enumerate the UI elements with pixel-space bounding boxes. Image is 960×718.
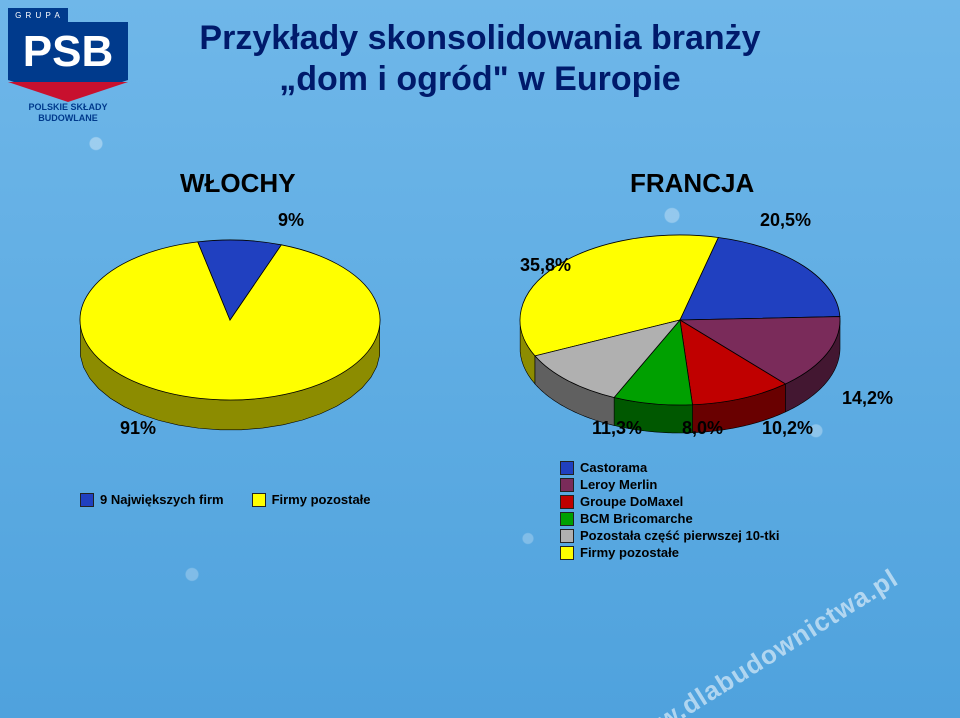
legend-swatch	[560, 529, 574, 543]
legend-swatch	[252, 493, 266, 507]
slice-label: 9%	[278, 210, 304, 231]
legend-label: Groupe DoMaxel	[580, 494, 683, 509]
legend-label: Leroy Merlin	[580, 477, 657, 492]
slice-label: 35,8%	[520, 255, 571, 276]
slice-label: 10,2%	[762, 418, 813, 439]
legend-item: Leroy Merlin	[560, 477, 779, 492]
pie-chart-france	[0, 0, 960, 718]
legend-label: Firmy pozostałe	[580, 545, 679, 560]
legend-swatch	[560, 512, 574, 526]
legend-france: Castorama Leroy Merlin Groupe DoMaxel BCM B…	[560, 460, 779, 562]
legend-swatch	[560, 478, 574, 492]
legend-label: 9 Największych firm	[100, 492, 224, 507]
legend-item: 9 Największych firm	[80, 492, 224, 507]
legend-swatch	[560, 546, 574, 560]
legend-swatch	[560, 495, 574, 509]
legend-item: Pozostała część pierwszej 10-tki	[560, 528, 779, 543]
legend-label: Pozostała część pierwszej 10-tki	[580, 528, 779, 543]
slice-label: 14,2%	[842, 388, 893, 409]
legend-item: BCM Bricomarche	[560, 511, 779, 526]
legend-item: Groupe DoMaxel	[560, 494, 779, 509]
slice-label: 11,3%	[592, 418, 642, 439]
legend-item: Firmy pozostałe	[252, 492, 371, 507]
slice-label: 8,0%	[682, 418, 723, 439]
slice-label: 91%	[120, 418, 156, 439]
slice-label: 20,5%	[760, 210, 811, 231]
legend-label: Firmy pozostałe	[272, 492, 371, 507]
legend-swatch	[80, 493, 94, 507]
legend-label: BCM Bricomarche	[580, 511, 693, 526]
legend-item: Firmy pozostałe	[560, 545, 779, 560]
legend-item: Castorama	[560, 460, 779, 475]
legend-italy: 9 Największych firm Firmy pozostałe	[80, 492, 371, 509]
legend-swatch	[560, 461, 574, 475]
legend-label: Castorama	[580, 460, 647, 475]
